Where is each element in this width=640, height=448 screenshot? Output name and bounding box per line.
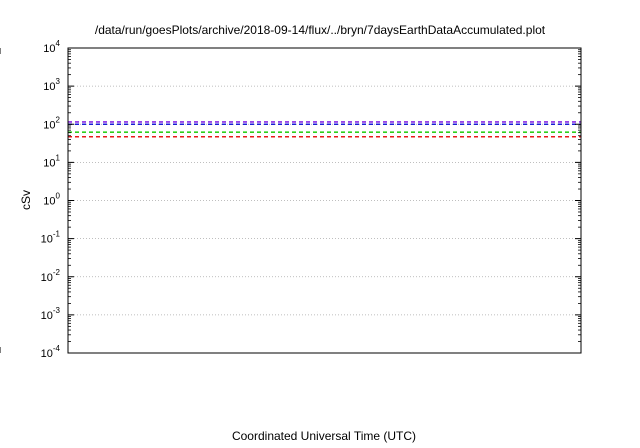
y-tick-label-base: 10 [41,234,53,246]
y-tick-label-exponent: -1 [53,230,61,239]
y-tick-label: 104 [43,39,60,55]
y-tick-label-base: 10 [41,348,53,360]
y-tick-label: 100 [43,192,60,208]
y-tick-label-base: 10 [43,81,55,93]
grid [68,85,581,316]
chart-title: /data/run/goesPlots/archive/2018-09-14/f… [95,23,546,37]
y-tick-label: 102 [43,115,60,131]
y-tick-label: 101 [43,153,60,169]
y-tick-label-base: 10 [43,196,55,208]
ticks [0,47,581,354]
y-axis-label: cSv [19,190,33,210]
y-tick-label: 103 [43,77,60,93]
y-tick-label: 10-4 [41,344,61,360]
y-tick-label-exponent: 3 [56,77,61,86]
y-tick-label-exponent: -2 [53,268,61,277]
x-axis-label: Coordinated Universal Time (UTC) [232,429,416,443]
series-group [68,122,581,138]
y-tick-label-exponent: 4 [56,39,61,48]
y-tick-label-base: 10 [43,119,55,131]
y-tick-label: 10-1 [41,230,61,246]
y-tick-label-exponent: 1 [56,153,61,162]
y-tick-label-exponent: 0 [56,192,61,201]
y-tick-label: 10-3 [41,306,61,322]
tick-labels: 10-410-310-210-11001011021031042018-9-92… [41,39,61,360]
plot-frame [67,47,582,354]
y-tick-label-exponent: -3 [53,306,61,315]
y-tick-label-base: 10 [41,272,53,284]
y-tick-label-base: 10 [41,310,53,322]
y-tick-label-exponent: 2 [56,115,61,124]
y-tick-label-base: 10 [43,157,55,169]
y-tick-label-exponent: -4 [53,344,61,353]
y-tick-label: 10-2 [41,268,61,284]
y-tick-label-base: 10 [43,43,55,55]
